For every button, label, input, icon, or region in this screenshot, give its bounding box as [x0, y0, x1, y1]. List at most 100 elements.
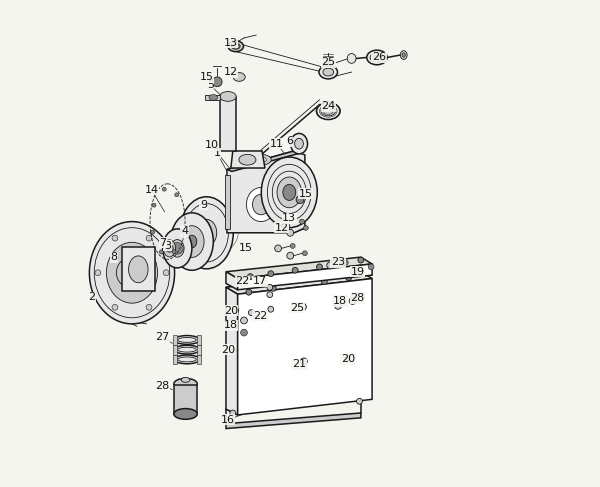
Circle shape: [317, 264, 322, 270]
Ellipse shape: [175, 336, 200, 344]
Circle shape: [343, 260, 348, 265]
Circle shape: [172, 243, 183, 254]
Text: 13: 13: [224, 38, 238, 48]
Text: 22: 22: [235, 277, 250, 286]
Circle shape: [302, 251, 307, 256]
Ellipse shape: [272, 171, 306, 213]
Bar: [197, 335, 200, 345]
Circle shape: [350, 268, 358, 276]
Ellipse shape: [187, 235, 197, 248]
Ellipse shape: [180, 197, 233, 269]
Polygon shape: [227, 151, 305, 233]
Circle shape: [151, 230, 155, 234]
Text: 15: 15: [299, 189, 313, 199]
Circle shape: [112, 304, 118, 310]
Ellipse shape: [261, 157, 317, 228]
Circle shape: [160, 250, 163, 254]
Text: 28: 28: [155, 381, 170, 391]
Text: 3: 3: [164, 241, 171, 251]
Circle shape: [230, 348, 236, 354]
Ellipse shape: [239, 154, 256, 165]
Ellipse shape: [277, 177, 302, 207]
Text: 10: 10: [205, 140, 218, 150]
Circle shape: [95, 270, 101, 276]
Ellipse shape: [175, 345, 200, 354]
Bar: [197, 345, 200, 355]
Circle shape: [283, 223, 290, 230]
Ellipse shape: [209, 94, 218, 100]
Circle shape: [296, 196, 304, 204]
Ellipse shape: [89, 222, 175, 324]
Bar: [197, 355, 200, 364]
Circle shape: [322, 279, 327, 284]
Circle shape: [233, 308, 239, 314]
Circle shape: [290, 244, 295, 248]
Ellipse shape: [367, 50, 387, 65]
Ellipse shape: [400, 51, 407, 59]
Ellipse shape: [196, 219, 217, 246]
Circle shape: [345, 355, 350, 361]
Ellipse shape: [319, 65, 337, 79]
Text: 28: 28: [350, 293, 365, 303]
Text: 2: 2: [88, 292, 95, 302]
Ellipse shape: [295, 138, 304, 149]
Text: 22: 22: [253, 311, 267, 320]
Ellipse shape: [220, 92, 236, 101]
Text: 12: 12: [274, 223, 289, 233]
Polygon shape: [122, 247, 155, 291]
Circle shape: [241, 329, 247, 336]
Ellipse shape: [181, 377, 190, 382]
Polygon shape: [226, 272, 372, 294]
Polygon shape: [238, 264, 372, 290]
Bar: [224, 175, 230, 229]
Circle shape: [146, 304, 152, 310]
Circle shape: [368, 264, 374, 270]
Text: 14: 14: [145, 185, 158, 195]
Text: 17: 17: [253, 277, 267, 286]
Circle shape: [146, 235, 152, 241]
Text: 20: 20: [224, 306, 238, 316]
Circle shape: [292, 267, 298, 273]
Ellipse shape: [373, 55, 380, 60]
Text: 25: 25: [321, 57, 335, 67]
Circle shape: [172, 250, 176, 254]
Circle shape: [163, 187, 166, 191]
Circle shape: [356, 398, 362, 404]
Circle shape: [327, 262, 334, 269]
Polygon shape: [226, 257, 372, 279]
Circle shape: [341, 260, 347, 266]
Text: 20: 20: [221, 345, 235, 355]
Circle shape: [175, 193, 179, 197]
Circle shape: [299, 219, 304, 224]
Circle shape: [287, 229, 293, 236]
Ellipse shape: [283, 184, 296, 201]
Ellipse shape: [402, 53, 406, 57]
Ellipse shape: [180, 225, 204, 257]
Text: 7: 7: [159, 238, 166, 247]
Circle shape: [230, 410, 236, 416]
Ellipse shape: [175, 355, 200, 364]
Text: 12: 12: [224, 67, 238, 77]
Ellipse shape: [347, 54, 356, 63]
Circle shape: [166, 244, 173, 252]
Ellipse shape: [323, 68, 334, 76]
Text: 8: 8: [110, 252, 118, 262]
Circle shape: [301, 358, 307, 365]
Bar: [173, 355, 177, 364]
Ellipse shape: [290, 133, 308, 154]
Circle shape: [163, 270, 169, 276]
Ellipse shape: [256, 157, 266, 163]
Text: 24: 24: [321, 101, 335, 111]
Circle shape: [268, 306, 274, 312]
Ellipse shape: [232, 43, 240, 49]
Circle shape: [116, 257, 148, 288]
Ellipse shape: [174, 378, 197, 389]
Ellipse shape: [253, 194, 269, 215]
Text: 23: 23: [331, 257, 345, 267]
Text: 15: 15: [238, 244, 253, 253]
Text: 18: 18: [224, 320, 238, 330]
Ellipse shape: [170, 240, 184, 257]
Ellipse shape: [106, 243, 158, 303]
Circle shape: [270, 285, 276, 291]
Polygon shape: [227, 151, 299, 171]
